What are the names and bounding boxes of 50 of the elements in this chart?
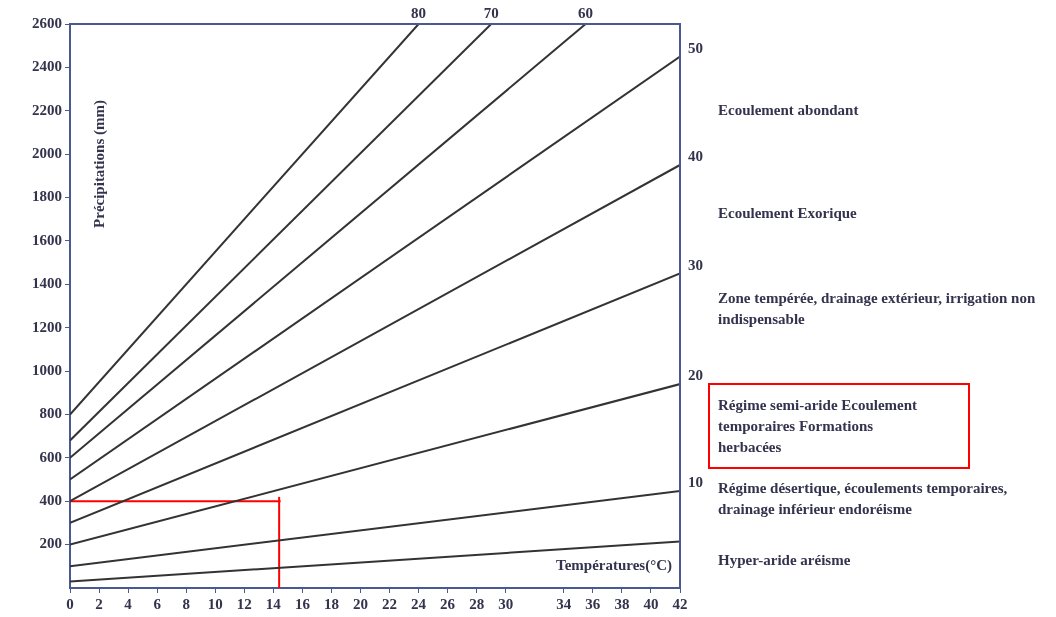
text: Régime semi-aride Ecoulement temporaires Formations herbacées	[718, 396, 918, 457]
y-tick-label: 1000	[32, 361, 62, 378]
x-tick-label: 34	[556, 595, 572, 612]
x-tick-label: 36	[585, 595, 601, 612]
series-label: 80	[411, 5, 427, 22]
series-label: 40	[688, 148, 703, 165]
x-tick-label: 38	[614, 595, 630, 612]
y-tick-label: 1200	[32, 318, 62, 335]
y-tick-label: 2600	[32, 14, 62, 31]
y-tick-label: 2200	[32, 101, 62, 118]
x-tick-label: 8	[182, 595, 190, 612]
x-tick-label: 18	[323, 595, 339, 612]
text: Zone tempérée, drainage extérieur, irrigation non indispensable	[718, 289, 1037, 329]
series-label: 30	[688, 256, 703, 273]
series-label: 60	[578, 5, 594, 22]
x-tick-label: 2	[95, 595, 103, 612]
series-label: 10	[688, 474, 703, 491]
x-tick-label: 40	[643, 595, 659, 612]
x-tick-label: 24	[411, 595, 427, 612]
x-tick-label: 0	[66, 595, 74, 612]
y-tick-label: 2000	[32, 145, 62, 162]
y-tick-label: 1800	[32, 188, 62, 205]
y-axis-title: Précipitations (mm)	[90, 100, 108, 228]
y-tick-label: 1600	[32, 231, 62, 248]
x-tick-label: 20	[352, 595, 368, 612]
x-tick-label: 22	[382, 595, 398, 612]
x-axis-title: Températures(°C)	[556, 557, 672, 575]
y-tick-label: 800	[39, 405, 62, 422]
x-tick-label: 16	[294, 595, 311, 612]
series-label: 50	[688, 39, 703, 56]
x-tick-label: 30	[498, 595, 514, 612]
y-tick-label: 2400	[32, 58, 62, 75]
x-tick-label: 6	[153, 595, 162, 612]
y-tick-label: 600	[39, 448, 62, 465]
text: Hyper-aride aréisme	[718, 551, 852, 570]
x-tick-label: 10	[207, 595, 223, 612]
y-tick-label: 400	[39, 492, 62, 509]
text: Régime désertique, écoulements temporaires, drainage inférieur endoréisme	[718, 479, 1009, 519]
series-label: 20	[688, 367, 703, 384]
y-tick-label: 1400	[32, 275, 62, 292]
x-tick-label: 12	[236, 595, 252, 612]
text: Ecoulement Exorique	[718, 204, 858, 223]
series-label: 70	[483, 5, 499, 22]
x-tick-label: 26	[440, 595, 456, 612]
y-tick-label: 200	[39, 535, 62, 552]
x-tick-label: 4	[124, 595, 133, 612]
x-tick-label: 42	[672, 595, 688, 612]
text: Ecoulement abondant	[718, 101, 860, 120]
x-tick-label: 14	[265, 595, 282, 612]
x-tick-label: 28	[469, 595, 485, 612]
